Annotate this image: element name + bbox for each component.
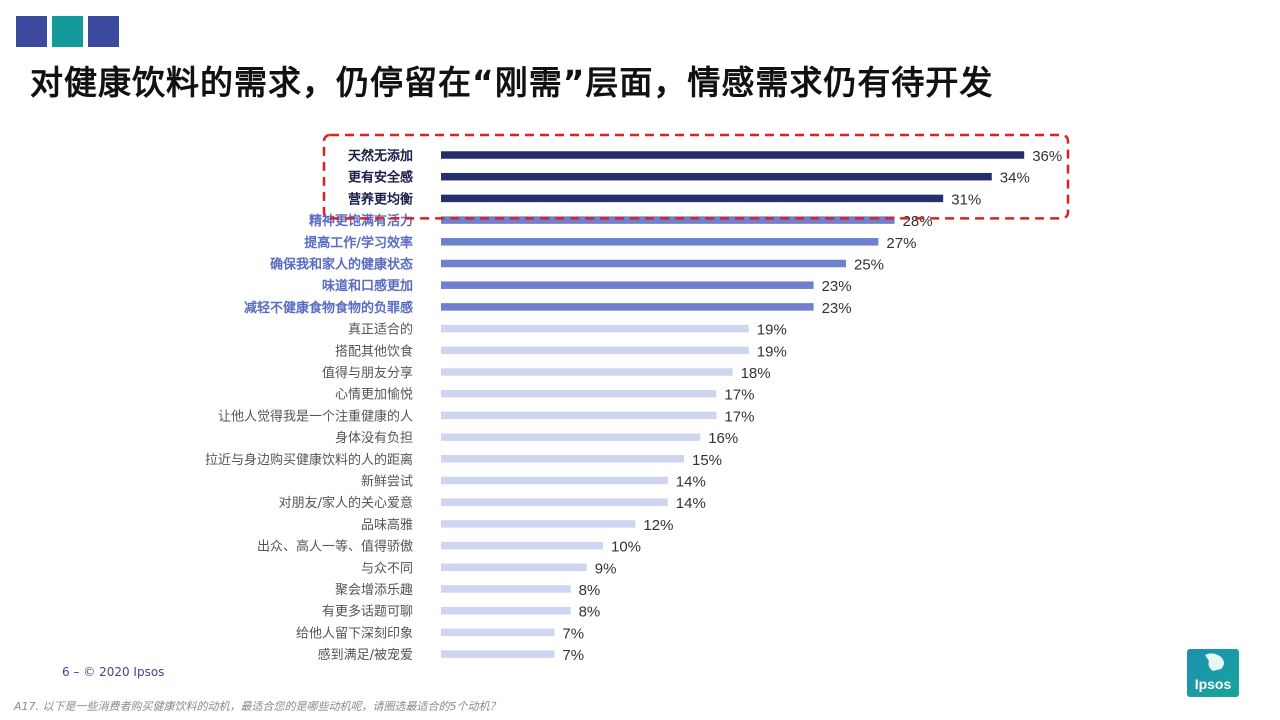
bar bbox=[441, 563, 587, 572]
category-label: 感到满足/被宠爱 bbox=[318, 647, 413, 663]
bar bbox=[441, 411, 717, 420]
category-label: 营养更均衡 bbox=[348, 191, 413, 207]
decor-square-2 bbox=[52, 16, 83, 47]
data-label: 28% bbox=[903, 213, 933, 230]
data-label: 19% bbox=[757, 322, 787, 339]
category-label: 有更多话题可聊 bbox=[322, 604, 413, 620]
category-label: 味道和口感更加 bbox=[322, 278, 413, 294]
bar bbox=[441, 541, 603, 550]
category-label: 身体没有负担 bbox=[335, 430, 413, 446]
data-label: 25% bbox=[854, 257, 884, 274]
data-label: 27% bbox=[886, 235, 916, 252]
page-title: 对健康饮料的需求，仍停留在“刚需”层面，情感需求仍有待开发 bbox=[30, 63, 994, 102]
bar bbox=[441, 172, 992, 181]
bar bbox=[441, 389, 717, 398]
data-label: 7% bbox=[562, 647, 584, 664]
data-label: 9% bbox=[595, 560, 617, 577]
bar bbox=[441, 151, 1025, 159]
svg-text:Ipsos: Ipsos bbox=[1195, 676, 1232, 692]
data-label: 14% bbox=[676, 495, 706, 512]
highlight-box bbox=[322, 133, 1070, 220]
bar bbox=[441, 498, 668, 506]
data-label: 23% bbox=[822, 278, 852, 295]
data-label: 10% bbox=[611, 539, 641, 556]
bar bbox=[441, 520, 636, 528]
bar bbox=[441, 650, 555, 658]
data-label: 8% bbox=[579, 604, 601, 621]
bar bbox=[441, 628, 555, 637]
category-label: 值得与朋友分享 bbox=[322, 365, 413, 381]
data-label: 19% bbox=[757, 343, 787, 360]
category-label: 与众不同 bbox=[361, 561, 413, 576]
data-label: 31% bbox=[951, 191, 981, 208]
decor-square-1 bbox=[16, 16, 47, 47]
bar bbox=[441, 238, 879, 246]
data-label: 14% bbox=[676, 474, 706, 491]
data-label: 7% bbox=[562, 625, 584, 642]
category-label: 出众、高人一等、值得骄傲 bbox=[257, 539, 413, 555]
bar bbox=[441, 303, 814, 311]
category-label: 品味高雅 bbox=[361, 517, 413, 533]
data-label: 18% bbox=[741, 365, 771, 382]
page-footer: 6 – © 2020 Ipsos bbox=[62, 665, 165, 679]
category-label: 精神更饱满有活力 bbox=[309, 213, 413, 229]
bar bbox=[441, 585, 571, 593]
bar bbox=[441, 324, 749, 333]
category-label: 让他人觉得我是一个注重健康的人 bbox=[218, 408, 413, 424]
category-label: 提高工作/学习效率 bbox=[304, 235, 413, 251]
data-label: 8% bbox=[579, 582, 601, 599]
category-label: 真正适合的 bbox=[348, 322, 413, 338]
data-label: 17% bbox=[724, 408, 754, 425]
data-label: 12% bbox=[643, 517, 673, 534]
category-label: 给他人留下深刻印象 bbox=[296, 626, 413, 641]
bar bbox=[441, 368, 733, 376]
data-label: 16% bbox=[708, 430, 738, 447]
data-label: 34% bbox=[1000, 170, 1030, 187]
category-label: 新鲜尝试 bbox=[361, 474, 413, 490]
bar bbox=[441, 216, 895, 224]
category-label: 聚会增添乐趣 bbox=[335, 583, 413, 598]
bar bbox=[441, 455, 684, 463]
bar bbox=[441, 476, 668, 485]
category-label: 更有安全感 bbox=[348, 170, 413, 186]
survey-footnote: A17. 以下是一些消费者购买健康饮料的动机，最适合您的是哪些动机呢，请圈选最适… bbox=[14, 700, 501, 713]
bar bbox=[441, 281, 814, 289]
category-label: 确保我和家人的健康状态 bbox=[270, 257, 413, 273]
data-label: 17% bbox=[724, 387, 754, 404]
data-label: 36% bbox=[1032, 148, 1062, 165]
data-label: 23% bbox=[822, 300, 852, 317]
bar bbox=[441, 606, 571, 615]
bar bbox=[441, 346, 749, 355]
category-label: 对朋友/家人的关心爱意 bbox=[279, 495, 413, 511]
category-label: 拉近与身边购买健康饮料的人的距离 bbox=[205, 452, 413, 468]
category-label: 心情更加愉悦 bbox=[335, 387, 413, 403]
bar bbox=[441, 433, 701, 441]
category-label: 天然无添加 bbox=[348, 148, 413, 164]
bar bbox=[441, 259, 846, 268]
decor-square-3 bbox=[88, 16, 119, 47]
bar bbox=[441, 194, 944, 203]
data-label: 15% bbox=[692, 452, 722, 469]
ipsos-logo: Ipsos bbox=[1187, 649, 1239, 697]
category-label: 搭配其他饮食 bbox=[335, 343, 413, 359]
category-label: 减轻不健康食物食物的负罪感 bbox=[244, 300, 413, 316]
